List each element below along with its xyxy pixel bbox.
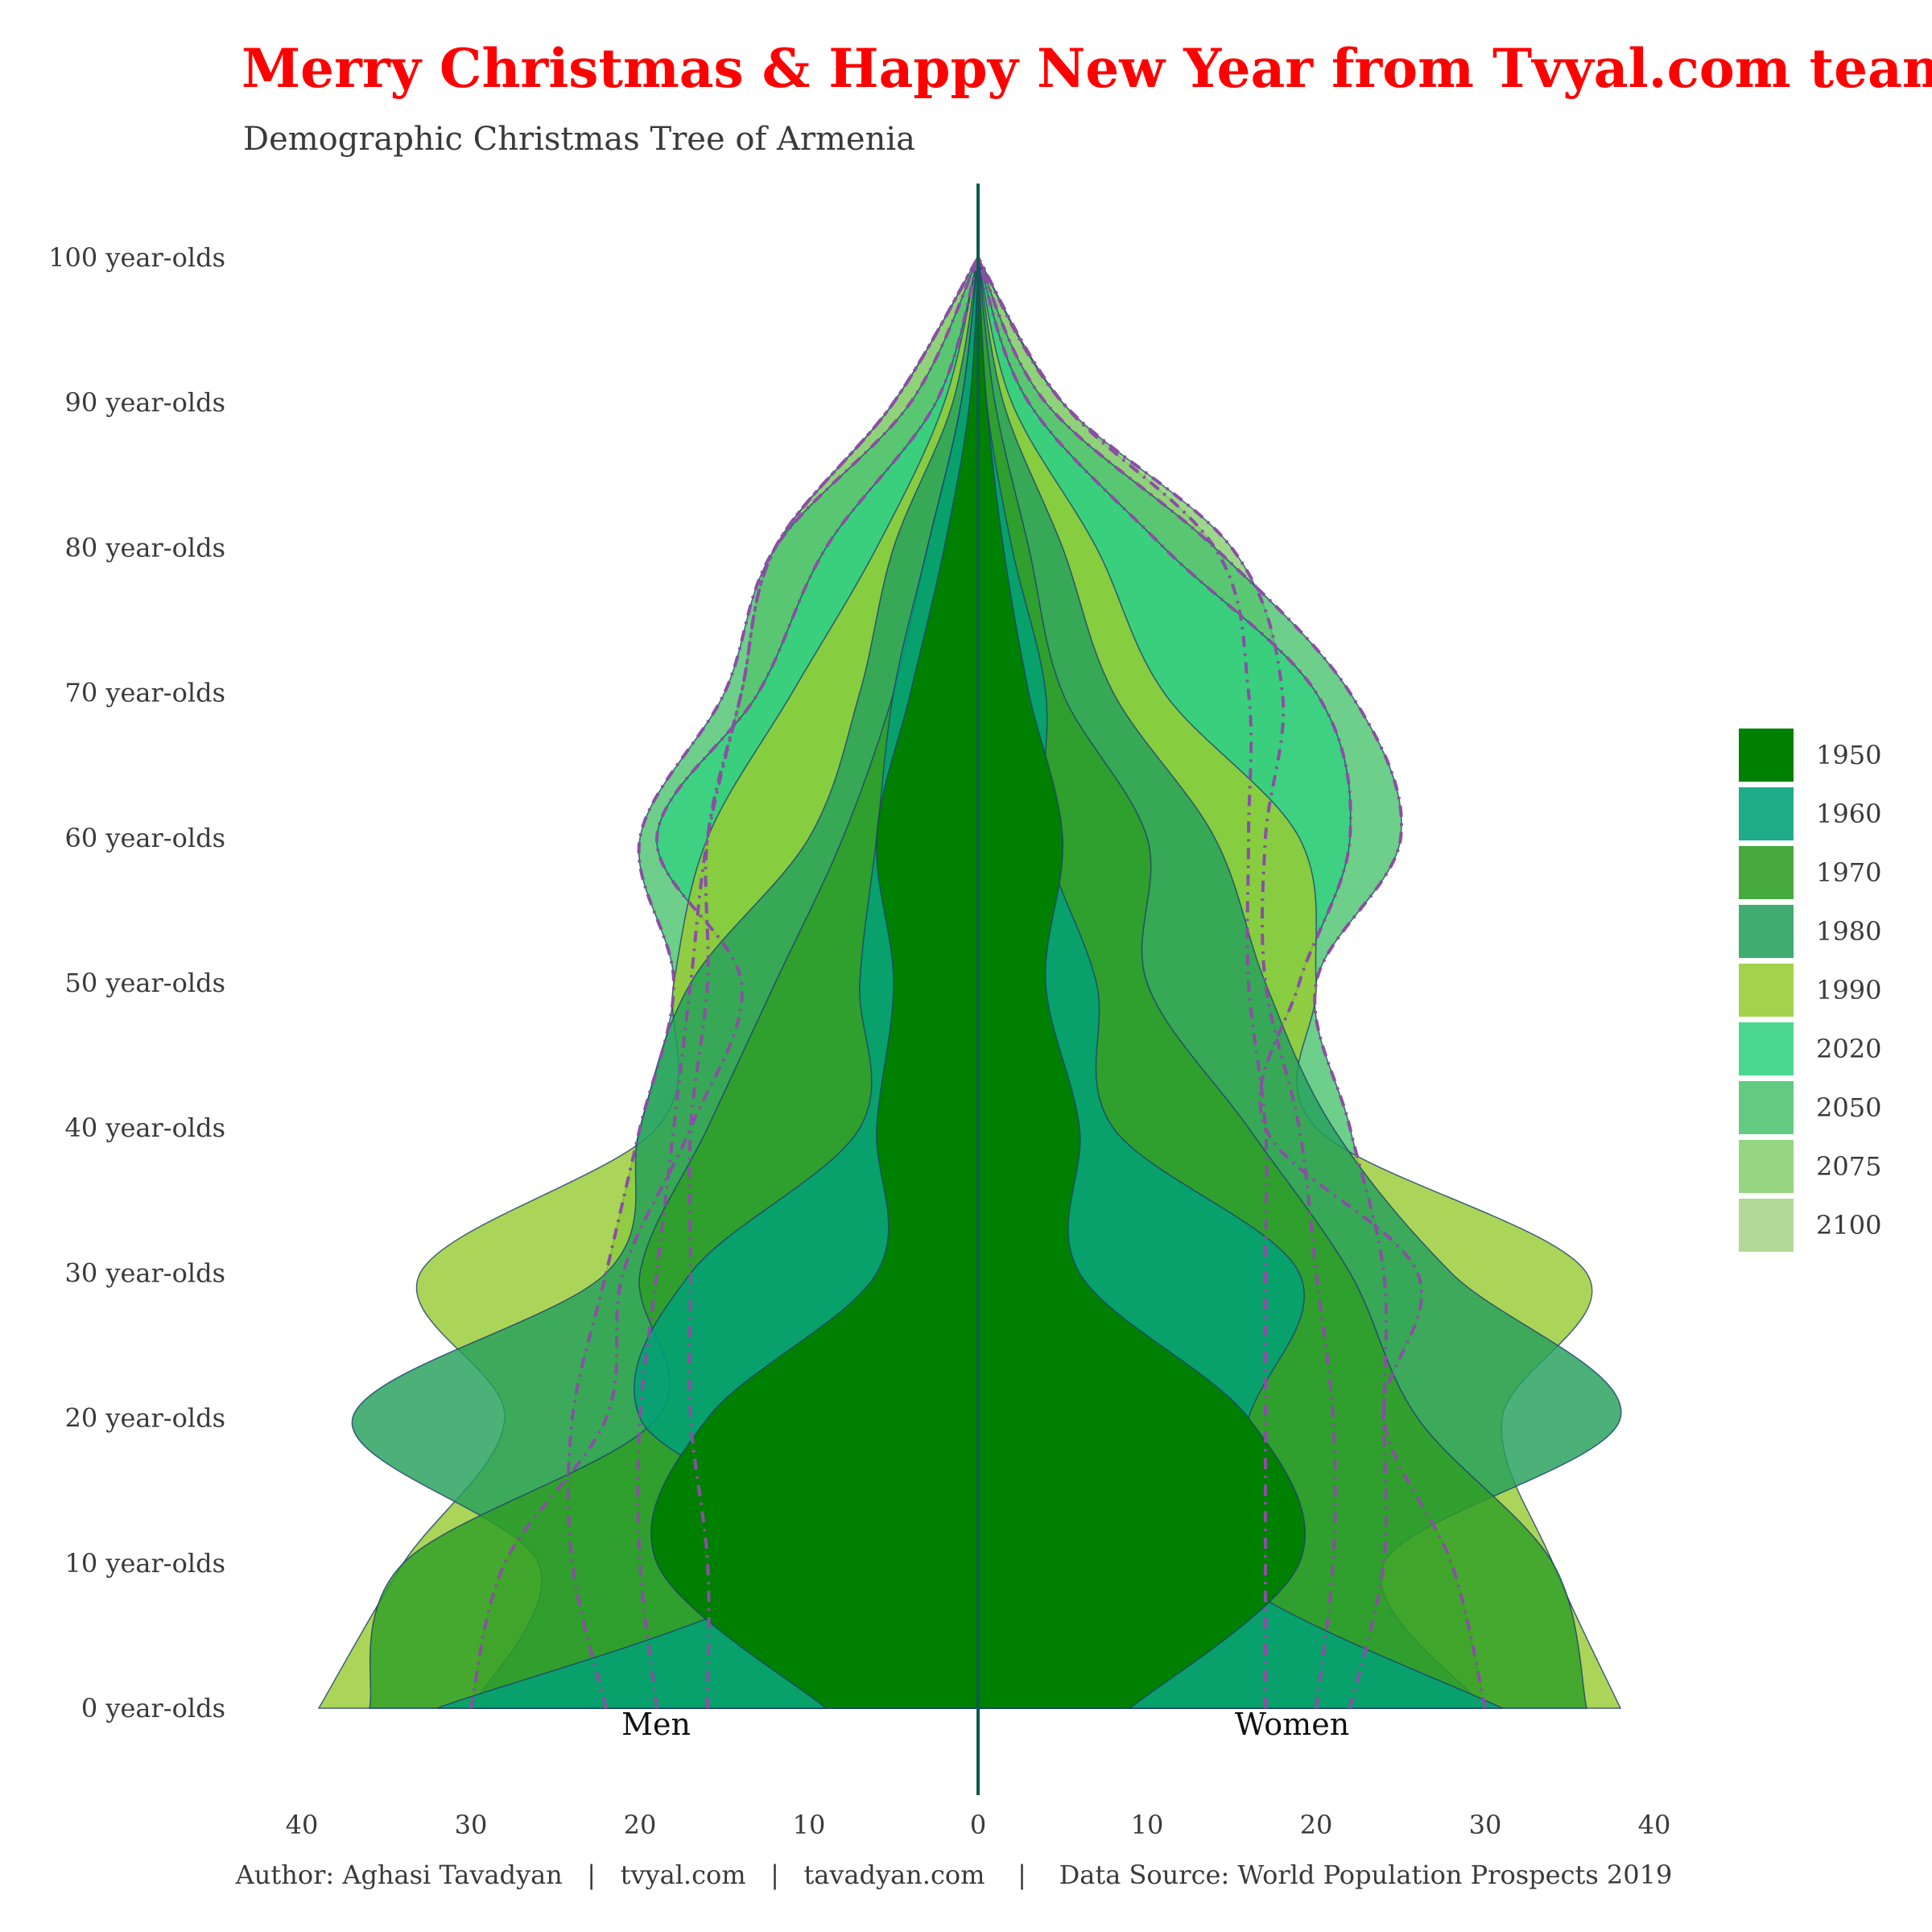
x-tick-label: 10: [1131, 1810, 1164, 1840]
y-tick-label: 50 year-olds: [65, 968, 226, 998]
area-1950-men: [650, 257, 979, 1709]
x-tick-label: 20: [624, 1810, 657, 1840]
outline-2100-women: [976, 256, 1269, 1708]
outline-2050-women: [976, 257, 1403, 1709]
legend-label: 2020: [1816, 1034, 1881, 1064]
legend-label: 1950: [1816, 740, 1881, 770]
legend-label: 1960: [1816, 799, 1881, 829]
legend-swatch: [1739, 846, 1794, 899]
legend-swatch: [1739, 1140, 1794, 1193]
x-tick-label: 0: [970, 1810, 986, 1840]
y-tick-label: 40 year-olds: [65, 1113, 226, 1143]
legend-label: 1970: [1816, 857, 1881, 888]
legend-swatch: [1739, 1022, 1794, 1075]
legend-label: 2100: [1816, 1210, 1881, 1241]
legend-swatch: [1739, 729, 1794, 782]
x-tick-label: 40: [1638, 1810, 1671, 1840]
plot-areas: [317, 255, 1622, 1709]
y-tick-label: 90 year-olds: [65, 387, 226, 418]
outline-2020-women: [976, 257, 1487, 1709]
legend-label: 2075: [1816, 1151, 1881, 1182]
x-tick-label: 20: [1300, 1810, 1333, 1840]
outline-2075-women: [976, 256, 1337, 1709]
x-tick-label: 30: [1469, 1810, 1502, 1840]
legend-label: 1980: [1816, 916, 1881, 947]
women-label: Women: [1235, 1707, 1349, 1742]
y-tick-label: 80 year-olds: [65, 532, 226, 563]
y-tick-label: 60 year-olds: [65, 823, 226, 853]
legend-swatch: [1739, 905, 1794, 958]
legend: 1950 1960 1970 1980 1990 2020 2050 2075 2100: [1739, 729, 1881, 1252]
y-tick-label: 100 year-olds: [48, 242, 225, 273]
y-tick-label: 30 year-olds: [65, 1257, 226, 1288]
y-axis: 0 year-olds 10 year-olds 20 year-olds 30 ye…: [48, 242, 225, 1724]
legend-swatch: [1739, 964, 1794, 1017]
chart-title: Merry Christmas & Happy New Year from Tv…: [242, 37, 1932, 100]
caption: Author: Aghasi Tavadyan | tvyal.com | ta…: [235, 1860, 1673, 1890]
men-label: Men: [621, 1707, 691, 1742]
y-tick-label: 0 year-olds: [81, 1693, 225, 1724]
y-tick-label: 20 year-olds: [65, 1403, 226, 1434]
x-axis: 40 30 20 10 0 10 20 30 40: [286, 1810, 1671, 1840]
x-tick-label: 40: [286, 1810, 319, 1840]
x-tick-label: 10: [793, 1810, 826, 1840]
area-1950-women: [977, 257, 1306, 1709]
legend-swatch: [1739, 1081, 1794, 1134]
legend-label: 1990: [1816, 975, 1881, 1005]
legend-label: 2050: [1816, 1092, 1881, 1123]
outline-2100-men: [687, 256, 980, 1709]
plot-guides: [469, 184, 1487, 1795]
y-tick-label: 70 year-olds: [65, 678, 226, 708]
legend-swatch: [1739, 1199, 1794, 1252]
x-tick-label: 30: [455, 1810, 488, 1840]
legend-swatch: [1739, 787, 1794, 840]
y-tick-label: 10 year-olds: [65, 1548, 226, 1579]
chart-subtitle: Demographic Christmas Tree of Armenia: [243, 121, 915, 158]
